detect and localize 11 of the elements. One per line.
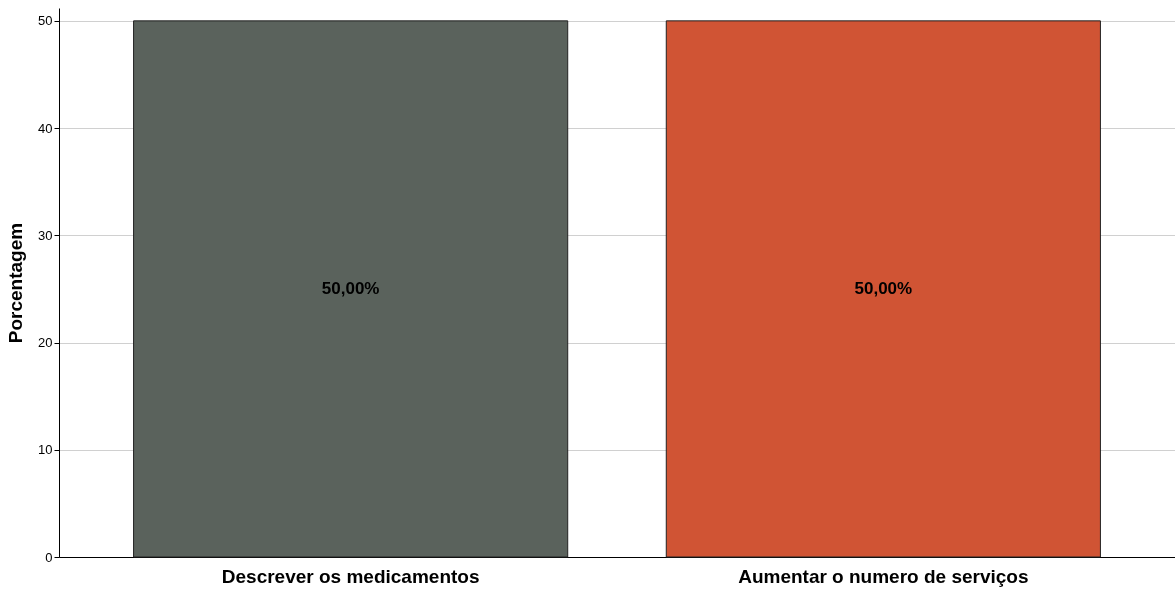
y-tick-label: 20 <box>38 335 53 351</box>
y-tick-label: 10 <box>38 442 53 458</box>
y-tick-label: 0 <box>45 549 53 565</box>
data-label: 50,00% <box>854 278 913 298</box>
y-tick-label: 30 <box>38 227 53 243</box>
x-tick-label: Aumentar o numero de serviços <box>738 565 1029 587</box>
y-tick-label: 50 <box>38 13 53 29</box>
x-tick-label: Descrever os medicamentos <box>221 565 480 587</box>
y-axis-title: Porcentagem <box>5 222 27 344</box>
y-tick-label: 40 <box>38 120 53 136</box>
data-label: 50,00% <box>321 278 380 298</box>
